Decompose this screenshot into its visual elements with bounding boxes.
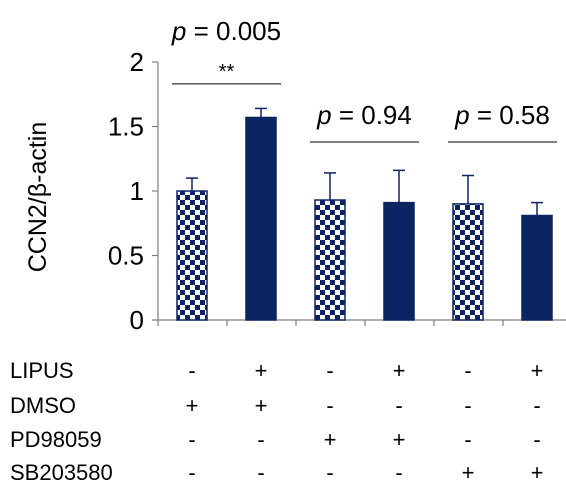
- condition-sign: +: [241, 359, 281, 383]
- condition-sign: +: [448, 461, 488, 485]
- condition-label-pd98059: PD98059: [10, 428, 102, 452]
- significance-stars: **: [219, 61, 235, 83]
- bars: [177, 117, 552, 320]
- y-tick-label: 0: [130, 305, 144, 335]
- y-axis-label: CCN2/β-actin: [24, 122, 52, 273]
- condition-sign: -: [448, 359, 488, 383]
- condition-sign: -: [310, 461, 350, 485]
- condition-sign: +: [517, 461, 557, 485]
- y-tick-label: 1: [130, 176, 144, 206]
- condition-sign: -: [310, 394, 350, 418]
- condition-sign: +: [241, 394, 281, 418]
- condition-sign: -: [517, 394, 557, 418]
- y-tick-label: 2: [130, 47, 144, 77]
- condition-sign: +: [379, 428, 419, 452]
- bar-2: [246, 117, 276, 320]
- condition-sign: -: [448, 428, 488, 452]
- condition-sign: -: [517, 428, 557, 452]
- significance-annotations: ** p = 0.005 p = 0.94 p = 0.58: [171, 16, 557, 142]
- axes: 0 0.5 1 1.5 2 CCN2/β-actin: [24, 47, 566, 335]
- bar-4: [384, 203, 414, 320]
- condition-sign: -: [172, 428, 212, 452]
- p-value-label-3: p = 0.58: [454, 100, 550, 130]
- p-value-label-1: p = 0.005: [171, 16, 281, 46]
- bar-3: [315, 200, 345, 320]
- condition-sign: +: [172, 394, 212, 418]
- condition-sign: -: [379, 461, 419, 485]
- condition-label-lipus: LIPUS: [10, 359, 74, 383]
- condition-sign: -: [379, 394, 419, 418]
- condition-label-dmso: DMSO: [10, 394, 76, 418]
- condition-sign: -: [310, 359, 350, 383]
- bar-1: [177, 191, 207, 320]
- condition-label-sb203580: SB203580: [10, 461, 113, 485]
- p-value-label-2: p = 0.94: [316, 100, 412, 130]
- y-tick-label: 1.5: [108, 112, 144, 142]
- condition-sign: -: [172, 461, 212, 485]
- condition-sign: +: [310, 428, 350, 452]
- condition-sign: -: [241, 461, 281, 485]
- condition-sign: -: [172, 359, 212, 383]
- condition-sign: +: [379, 359, 419, 383]
- bar-5: [453, 204, 483, 320]
- condition-sign: -: [241, 428, 281, 452]
- condition-sign: +: [517, 359, 557, 383]
- y-tick-label: 0.5: [108, 241, 144, 271]
- bar-6: [522, 216, 552, 320]
- condition-sign: -: [448, 394, 488, 418]
